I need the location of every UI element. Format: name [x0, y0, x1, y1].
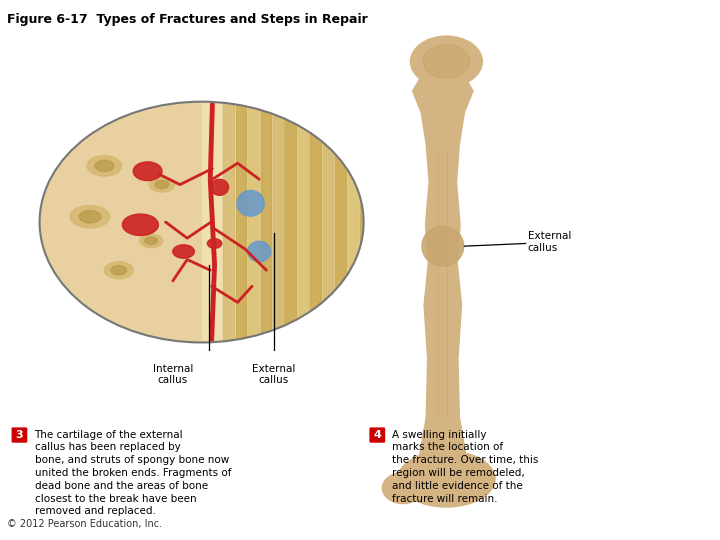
Ellipse shape — [95, 160, 114, 172]
Polygon shape — [420, 112, 466, 455]
Polygon shape — [285, 96, 296, 348]
Ellipse shape — [111, 266, 127, 275]
Text: The cartilage of the external
callus has been replaced by
bone, and struts of sp: The cartilage of the external callus has… — [35, 430, 231, 516]
Ellipse shape — [410, 36, 482, 87]
Ellipse shape — [145, 237, 158, 245]
Ellipse shape — [87, 156, 122, 176]
Ellipse shape — [133, 162, 162, 180]
Polygon shape — [235, 96, 246, 348]
FancyBboxPatch shape — [370, 428, 384, 442]
Ellipse shape — [79, 211, 101, 223]
Ellipse shape — [140, 234, 163, 247]
Polygon shape — [360, 96, 371, 348]
Polygon shape — [261, 96, 271, 348]
Polygon shape — [273, 96, 284, 348]
Text: External
callus: External callus — [252, 364, 295, 386]
Ellipse shape — [122, 214, 158, 235]
Text: © 2012 Pearson Education, Inc.: © 2012 Pearson Education, Inc. — [7, 519, 162, 529]
Text: Internal
callus: Internal callus — [153, 364, 193, 386]
Ellipse shape — [211, 179, 229, 195]
Text: 4: 4 — [374, 430, 381, 440]
Ellipse shape — [237, 191, 264, 216]
Ellipse shape — [422, 226, 464, 266]
Ellipse shape — [207, 239, 222, 248]
Ellipse shape — [150, 177, 175, 192]
Ellipse shape — [248, 241, 271, 262]
Polygon shape — [323, 96, 333, 348]
Polygon shape — [348, 96, 359, 348]
Ellipse shape — [104, 262, 133, 279]
Polygon shape — [248, 96, 259, 348]
Polygon shape — [413, 74, 473, 112]
Ellipse shape — [423, 45, 469, 78]
Ellipse shape — [173, 245, 194, 258]
FancyBboxPatch shape — [12, 428, 27, 442]
Text: 3: 3 — [16, 430, 23, 440]
Polygon shape — [202, 96, 238, 348]
Text: A swelling initially
marks the location of
the fracture. Over time, this
region : A swelling initially marks the location … — [392, 430, 538, 504]
Text: Figure 6-17  Types of Fractures and Steps in Repair: Figure 6-17 Types of Fractures and Steps… — [7, 14, 368, 26]
Polygon shape — [223, 96, 234, 348]
Ellipse shape — [397, 451, 495, 507]
Polygon shape — [298, 96, 309, 348]
Text: External
callus: External callus — [528, 231, 571, 253]
Ellipse shape — [155, 180, 169, 189]
Ellipse shape — [71, 206, 110, 228]
Polygon shape — [310, 96, 321, 348]
Circle shape — [40, 102, 364, 342]
Polygon shape — [223, 96, 371, 348]
Polygon shape — [32, 96, 223, 348]
Polygon shape — [335, 96, 346, 348]
Ellipse shape — [382, 472, 424, 503]
